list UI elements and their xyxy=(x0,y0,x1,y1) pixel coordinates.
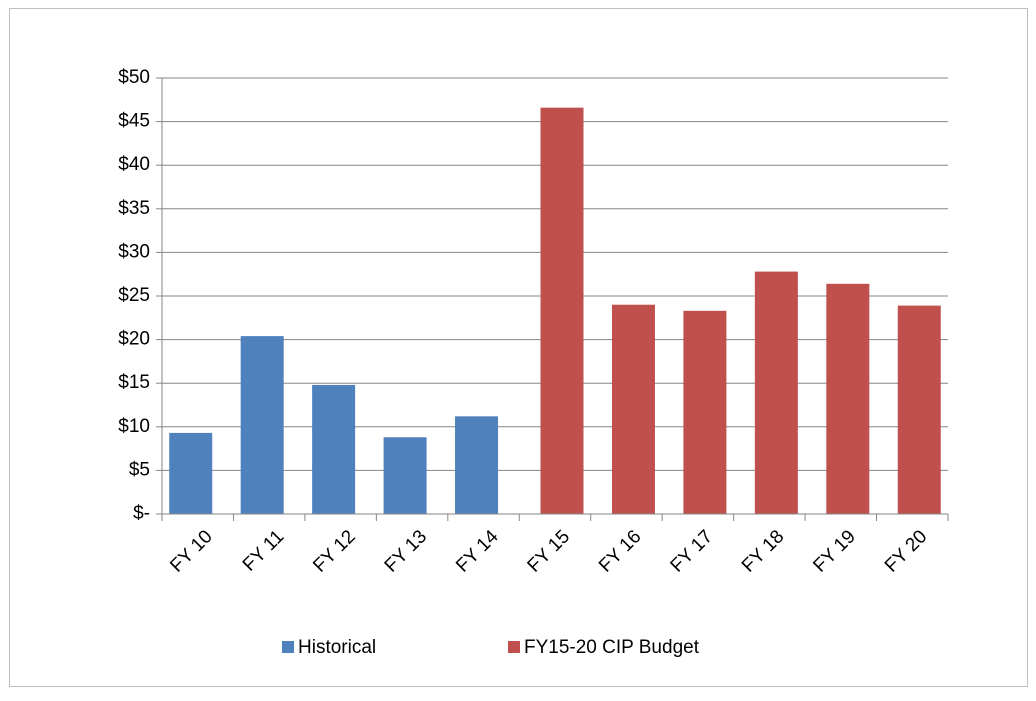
y-tick-label: $35 xyxy=(118,198,150,219)
y-tick-label: $40 xyxy=(118,154,150,175)
y-tick-label: $45 xyxy=(118,111,150,132)
legend-swatch xyxy=(508,641,520,653)
legend-swatch xyxy=(282,641,294,653)
bar xyxy=(312,384,356,514)
y-tick-label: $15 xyxy=(118,372,150,393)
legend-label: FY15-20 CIP Budget xyxy=(524,637,700,658)
y-tick-label: $25 xyxy=(118,285,150,306)
bar xyxy=(683,310,727,514)
y-tick-label: $10 xyxy=(118,416,150,437)
y-tick-label: $5 xyxy=(129,459,150,480)
bar xyxy=(540,107,584,514)
bar xyxy=(826,283,870,514)
bar xyxy=(240,336,284,514)
bar xyxy=(754,271,798,514)
legend-label: Historical xyxy=(298,637,376,658)
bar xyxy=(455,416,499,514)
y-tick-label: $50 xyxy=(118,67,150,88)
bar xyxy=(897,305,941,514)
y-tick-label: $20 xyxy=(118,329,150,350)
y-tick-label: $- xyxy=(133,503,150,524)
bar xyxy=(383,437,427,514)
y-tick-label: $30 xyxy=(118,241,150,262)
bar xyxy=(611,304,655,514)
bar xyxy=(169,432,213,514)
